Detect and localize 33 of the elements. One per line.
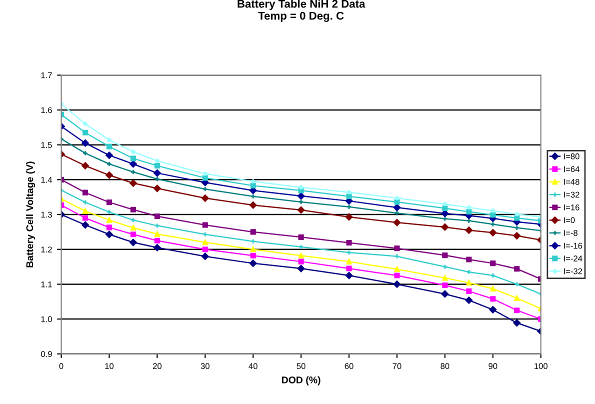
legend-label: I=0 [564,217,575,224]
x-tick-label: 100 [534,363,548,370]
y-tick-label: 1.7 [41,72,52,78]
x-tick-label: 20 [152,363,162,370]
x-tick-label: 30 [200,363,210,370]
y-tick-label: 1.4 [41,176,52,183]
x-tick-label: 80 [440,363,450,370]
y-tick-label: 1.6 [41,107,52,114]
x-tick-label: 10 [105,363,114,370]
x-tick-label: 90 [488,363,498,370]
y-axis-title: Battery Cell Voltage (V) [26,162,36,268]
legend-label: I=-16 [564,242,582,249]
chart-title: Battery Table NiH 2 Data Temp = 0 Deg. C [238,0,366,22]
y-tick-label: 1.1 [41,282,52,288]
x-tick-label: 60 [344,363,354,370]
legend-label: I=32 [564,192,580,198]
x-tick-label: 40 [248,363,258,370]
y-tick-label: 0.9 [41,351,52,358]
legend-label: I=80 [564,153,580,160]
y-tick-label: 1.0 [41,316,52,322]
y-tick-label: 1.2 [41,246,52,252]
legend-label: I=-8 [564,230,578,236]
y-tick-label: 1.5 [41,142,52,148]
legend-label: I=64 [564,166,580,172]
x-tick-label: 50 [296,363,306,370]
legend-label: I=48 [564,178,580,185]
legend-label: I=16 [564,204,580,210]
legend-label: I=-32 [564,268,582,274]
x-tick-label: 70 [392,363,402,370]
x-tick-label: 0 [59,363,64,370]
x-axis-title: DOD (%) [282,376,320,386]
legend-label: I=-24 [564,256,582,262]
y-tick-label: 1.3 [41,212,52,218]
